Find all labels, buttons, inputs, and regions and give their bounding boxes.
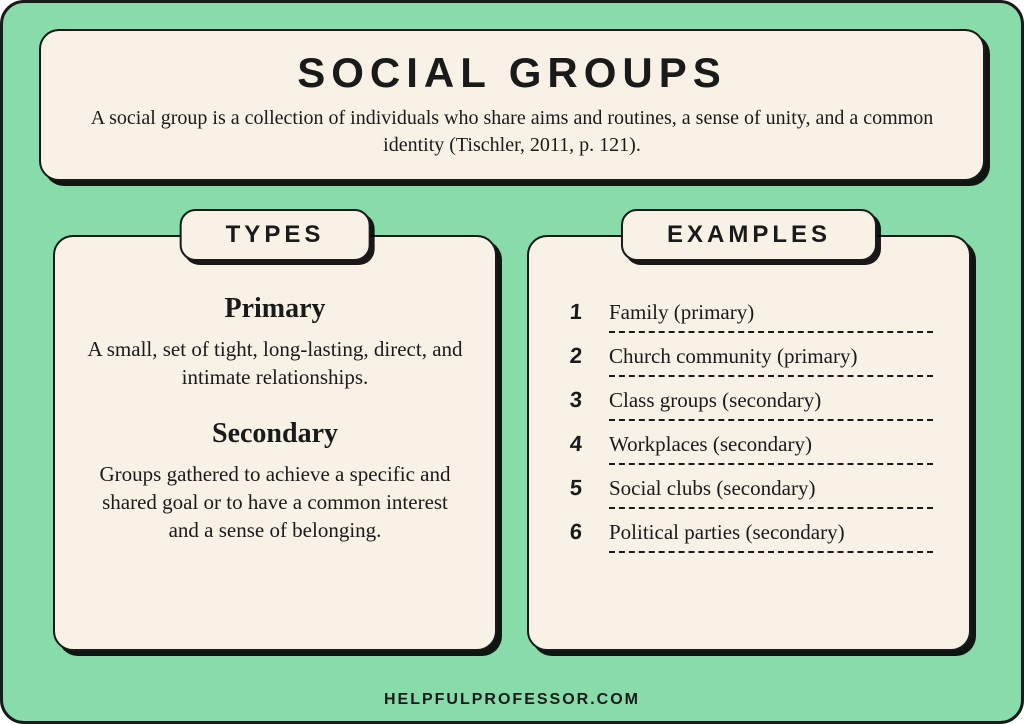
type-text-secondary: Groups gathered to achieve a specific an… [83,460,467,545]
footer-attribution: helpfulprofessor.com [3,691,1021,709]
main-title: Social Groups [71,49,953,97]
example-text: Class groups (secondary) [609,388,933,421]
examples-label: Examples [621,209,877,261]
types-label: Types [180,209,371,261]
examples-column: Examples 1 Family (primary) 2 Church com… [527,235,971,651]
type-heading-secondary: Secondary [83,418,467,450]
example-row: 2 Church community (primary) [557,337,941,381]
columns: Types Primary A small, set of tight, lon… [39,235,985,651]
example-row: 3 Class groups (secondary) [557,381,941,425]
example-number: 5 [564,475,588,501]
example-text: Church community (primary) [609,344,933,377]
type-heading-primary: Primary [83,293,467,325]
example-row: 4 Workplaces (secondary) [557,425,941,469]
type-text-primary: A small, set of tight, long-lasting, dir… [83,335,467,392]
infographic-frame: Social Groups A social group is a collec… [0,0,1024,724]
types-body: Primary A small, set of tight, long-last… [83,293,467,545]
examples-label-wrap: Examples [621,209,877,261]
example-text: Social clubs (secondary) [609,476,933,509]
example-text: Family (primary) [609,300,933,333]
example-number: 3 [564,387,588,413]
types-panel: Primary A small, set of tight, long-last… [53,235,497,651]
examples-list: 1 Family (primary) 2 Church community (p… [557,287,941,557]
examples-panel: 1 Family (primary) 2 Church community (p… [527,235,971,651]
example-row: 5 Social clubs (secondary) [557,469,941,513]
types-label-wrap: Types [180,209,371,261]
example-number: 1 [564,299,588,325]
example-number: 2 [564,343,588,369]
example-number: 6 [564,519,588,545]
types-column: Types Primary A small, set of tight, lon… [53,235,497,651]
example-row: 1 Family (primary) [557,293,941,337]
example-row: 6 Political parties (secondary) [557,513,941,557]
example-text: Political parties (secondary) [609,520,933,553]
example-number: 4 [564,431,588,457]
definition-text: A social group is a collection of indivi… [72,105,952,159]
header-card: Social Groups A social group is a collec… [39,29,985,181]
example-text: Workplaces (secondary) [609,432,933,465]
